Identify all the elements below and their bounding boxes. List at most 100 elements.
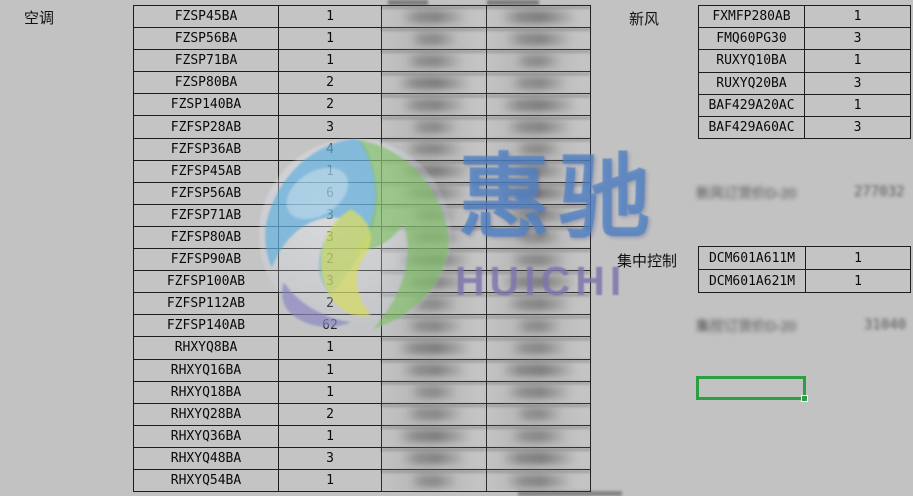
model-cell[interactable]: RHXYQ28BA [133, 402, 278, 425]
redacted-price-cell[interactable] [381, 181, 486, 204]
redacted-price-cell[interactable] [486, 292, 590, 315]
redacted-price-cell[interactable] [381, 203, 486, 226]
qty-cell[interactable]: 1 [278, 380, 381, 403]
redacted-price-cell[interactable] [381, 27, 486, 50]
model-cell[interactable]: FZSP45BA [133, 5, 278, 28]
qty-cell[interactable]: 3 [804, 71, 910, 94]
redacted-price-cell[interactable] [486, 115, 590, 138]
model-cell[interactable]: RUXYQ10BA [698, 49, 804, 72]
redacted-price-cell[interactable] [381, 225, 486, 249]
model-cell[interactable]: FZFSP140AB [133, 314, 278, 337]
model-cell[interactable]: FZFSP56AB [133, 181, 278, 204]
qty-cell[interactable]: 62 [278, 314, 381, 337]
redacted-price-cell[interactable] [486, 424, 590, 447]
qty-cell[interactable]: 1 [804, 93, 910, 116]
qty-cell[interactable]: 3 [804, 27, 910, 50]
qty-cell[interactable]: 1 [278, 159, 381, 182]
redacted-price-cell[interactable] [381, 49, 486, 72]
redacted-price-cell[interactable] [486, 93, 590, 116]
model-cell[interactable]: RHXYQ18BA [133, 380, 278, 403]
redacted-price-cell[interactable] [381, 358, 486, 381]
model-cell[interactable]: RHXYQ16BA [133, 358, 278, 381]
qty-cell[interactable]: 2 [278, 292, 381, 315]
redacted-price-cell[interactable] [486, 225, 590, 249]
qty-cell[interactable]: 1 [804, 49, 910, 72]
redacted-price-cell[interactable] [381, 137, 486, 160]
model-cell[interactable]: RHXYQ36BA [133, 424, 278, 447]
model-cell[interactable]: RHXYQ48BA [133, 446, 278, 469]
model-cell[interactable]: FXMFP280AB [698, 5, 804, 28]
model-cell[interactable]: FZFSP100AB [133, 270, 278, 293]
qty-cell[interactable]: 4 [278, 137, 381, 160]
redacted-price-cell[interactable] [486, 27, 590, 50]
model-cell[interactable]: RHXYQ54BA [133, 468, 278, 492]
qty-cell[interactable]: 1 [804, 5, 910, 28]
redacted-price-cell[interactable] [486, 446, 590, 469]
model-cell[interactable]: FMQ60PG30 [698, 27, 804, 50]
redacted-price-cell[interactable] [486, 5, 590, 28]
redacted-price-cell[interactable] [486, 336, 590, 359]
model-cell[interactable]: FZFSP90AB [133, 248, 278, 271]
redacted-price-cell[interactable] [381, 314, 486, 337]
qty-cell[interactable]: 1 [278, 424, 381, 447]
qty-cell[interactable]: 3 [278, 203, 381, 226]
redacted-price-cell[interactable] [486, 270, 590, 293]
model-cell[interactable]: FZFSP112AB [133, 292, 278, 315]
model-cell[interactable]: FZSP71BA [133, 49, 278, 72]
redacted-price-cell[interactable] [381, 248, 486, 271]
qty-cell[interactable]: 3 [278, 446, 381, 469]
redacted-price-cell[interactable] [381, 402, 486, 425]
qty-cell[interactable]: 1 [278, 27, 381, 50]
redacted-price-cell[interactable] [486, 248, 590, 271]
redacted-price-cell[interactable] [381, 270, 486, 293]
qty-cell[interactable]: 2 [278, 93, 381, 116]
qty-cell[interactable]: 1 [805, 269, 910, 292]
redacted-price-cell[interactable] [486, 203, 590, 226]
model-cell[interactable]: DCM601A621M [698, 269, 805, 292]
qty-cell[interactable]: 1 [278, 336, 381, 359]
qty-cell[interactable]: 3 [278, 225, 381, 249]
redacted-price-cell[interactable] [381, 380, 486, 403]
model-cell[interactable]: FZFSP28AB [133, 115, 278, 138]
model-cell[interactable]: FZSP56BA [133, 27, 278, 50]
redacted-price-cell[interactable] [486, 71, 590, 94]
model-cell[interactable]: FZSP140BA [133, 93, 278, 116]
redacted-price-cell[interactable] [486, 314, 590, 337]
redacted-price-cell[interactable] [381, 5, 486, 28]
qty-cell[interactable]: 1 [805, 246, 910, 269]
qty-cell[interactable]: 2 [278, 71, 381, 94]
redacted-price-cell[interactable] [381, 93, 486, 116]
qty-cell[interactable]: 1 [278, 358, 381, 381]
model-cell[interactable]: BAF429A60AC [698, 115, 804, 139]
qty-cell[interactable]: 1 [278, 5, 381, 28]
qty-cell[interactable]: 3 [278, 270, 381, 293]
redacted-price-cell[interactable] [486, 358, 590, 381]
model-cell[interactable]: FZSP80BA [133, 71, 278, 94]
qty-cell[interactable]: 1 [278, 468, 381, 492]
qty-cell[interactable]: 6 [278, 181, 381, 204]
redacted-price-cell[interactable] [381, 446, 486, 469]
model-cell[interactable]: FZFSP45AB [133, 159, 278, 182]
redacted-price-cell[interactable] [381, 115, 486, 138]
qty-cell[interactable]: 1 [278, 49, 381, 72]
redacted-price-cell[interactable] [486, 402, 590, 425]
model-cell[interactable]: DCM601A611M [698, 246, 805, 269]
model-cell[interactable]: RUXYQ20BA [698, 71, 804, 94]
qty-cell[interactable]: 3 [278, 115, 381, 138]
redacted-price-cell[interactable] [486, 137, 590, 160]
model-cell[interactable]: BAF429A20AC [698, 93, 804, 116]
model-cell[interactable]: FZFSP71AB [133, 203, 278, 226]
redacted-price-cell[interactable] [381, 424, 486, 447]
model-cell[interactable]: FZFSP80AB [133, 225, 278, 249]
redacted-price-cell[interactable] [486, 181, 590, 204]
redacted-price-cell[interactable] [486, 49, 590, 72]
redacted-price-cell[interactable] [486, 380, 590, 403]
redacted-price-cell[interactable] [381, 71, 486, 94]
redacted-price-cell[interactable] [381, 336, 486, 359]
redacted-price-cell[interactable] [381, 468, 486, 492]
selection-fill-handle[interactable] [801, 395, 808, 402]
model-cell[interactable]: FZFSP36AB [133, 137, 278, 160]
redacted-price-cell[interactable] [381, 292, 486, 315]
redacted-price-cell[interactable] [381, 159, 486, 182]
qty-cell[interactable]: 3 [804, 115, 910, 139]
